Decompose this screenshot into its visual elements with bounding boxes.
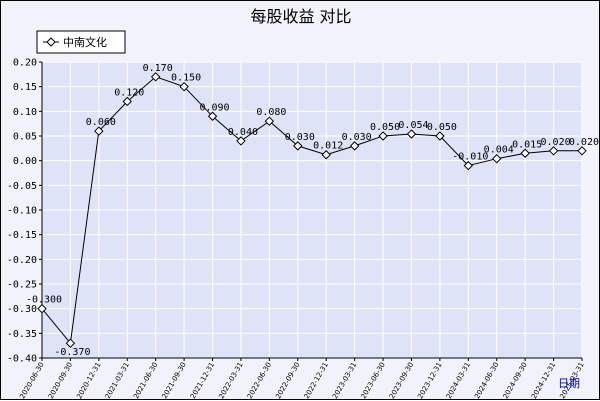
data-point-marker — [492, 153, 502, 164]
y-tick-label: -0.30 — [7, 304, 37, 315]
data-point-marker — [520, 148, 530, 158]
data-label: 0.080 — [256, 107, 286, 118]
data-point-marker — [378, 131, 388, 141]
y-tick-label: 0.05 — [13, 132, 37, 143]
data-point-marker — [122, 96, 132, 107]
y-tick-label: 0.20 — [13, 58, 37, 69]
x-tick-label: 2020-06-30 — [18, 361, 45, 400]
x-tick-label: 2024-06-30 — [473, 361, 500, 400]
x-tick-label: 2022-09-30 — [274, 361, 301, 400]
x-tick-label: 2024-09-30 — [502, 361, 529, 400]
data-label: 0.012 — [313, 141, 343, 152]
data-point-marker — [264, 116, 275, 126]
x-tick-label: 2023-12-31 — [416, 361, 443, 400]
y-tick-label: -0.25 — [7, 280, 37, 291]
y-tick-label: 0.10 — [13, 107, 37, 118]
data-label: 0.050 — [427, 122, 457, 133]
data-point-marker — [207, 111, 218, 121]
data-label: 0.040 — [228, 127, 258, 138]
data-point-marker — [349, 141, 360, 151]
legend-box — [36, 30, 126, 54]
data-label: 0.020 — [541, 137, 571, 148]
data-point-marker — [94, 126, 104, 136]
data-point-marker — [65, 338, 76, 348]
y-tick-label: -0.40 — [7, 354, 37, 365]
data-label: -0.300 — [26, 295, 62, 306]
chart-title: 每股收益 对比 — [250, 7, 351, 26]
legend: 中南文化 — [36, 30, 126, 54]
y-tick-label: -0.10 — [7, 206, 37, 217]
y-tick-label: -0.15 — [7, 230, 37, 241]
data-point-marker — [406, 129, 417, 139]
y-tick-label: 0.00 — [13, 156, 37, 167]
data-point-marker — [548, 146, 559, 156]
x-tick-label: 2020-09-30 — [47, 361, 74, 400]
x-tick-label: 2021-06-30 — [132, 361, 159, 400]
data-point-marker — [577, 146, 587, 156]
x-tick-label: 2023-03-31 — [331, 361, 358, 400]
data-point-marker — [435, 131, 445, 141]
x-tick-label: 2023-06-30 — [360, 361, 387, 400]
x-tick-label: 2022-06-30 — [246, 361, 273, 400]
data-point-marker — [179, 81, 189, 92]
plot-area: 0.20 0.15 0.10 0.05 0.00 -0.05 -0.10 -0.15 -0.20… — [7, 58, 599, 401]
data-label: 0.050 — [370, 122, 400, 133]
legend-entry-label: 中南文化 — [63, 35, 107, 49]
data-label: 0.030 — [285, 132, 315, 143]
data-label: 0.170 — [143, 63, 173, 74]
data-point-marker — [37, 303, 47, 314]
data-label: 0.004 — [484, 145, 514, 156]
x-tick-label: 2024-12-31 — [530, 361, 557, 400]
data-point-marker — [463, 160, 474, 171]
data-label: 0.120 — [114, 87, 144, 98]
y-tick-label: -0.20 — [7, 255, 37, 266]
series-line — [41, 76, 582, 345]
data-point-marker — [321, 150, 331, 160]
x-tick-label: 2021-03-31 — [104, 361, 131, 400]
data-label: 0.054 — [398, 120, 428, 131]
x-tick-label: 2022-12-31 — [303, 361, 330, 400]
data-point-marker — [150, 72, 161, 82]
x-tick-label: 2023-09-30 — [388, 361, 415, 400]
data-point-marker — [236, 136, 246, 146]
x-tick-label: 2021-12-31 — [189, 361, 216, 400]
data-label: -0.010 — [452, 152, 488, 163]
data-label: -0.370 — [54, 347, 90, 358]
data-label: 0.030 — [342, 132, 372, 143]
data-label: 0.090 — [199, 102, 229, 113]
data-label: 0.150 — [171, 73, 201, 84]
data-label: 0.015 — [512, 139, 542, 150]
data-label: 0.020 — [569, 137, 599, 148]
y-tick-label: 0.15 — [13, 82, 37, 93]
x-tick-label: 2024-03-31 — [445, 361, 472, 400]
legend-diamond-icon — [46, 37, 56, 47]
x-tick-label: 2022-03-31 — [217, 361, 244, 400]
x-tick-label: 2021-09-30 — [161, 361, 188, 400]
data-point-marker — [293, 141, 303, 151]
x-tick-label: 2020-12-31 — [75, 361, 102, 400]
y-tick-label: -0.05 — [7, 181, 37, 192]
y-tick-label: -0.35 — [7, 329, 37, 340]
x-axis-corner-label: 日期 — [558, 377, 580, 390]
data-label: 0.060 — [86, 117, 116, 128]
